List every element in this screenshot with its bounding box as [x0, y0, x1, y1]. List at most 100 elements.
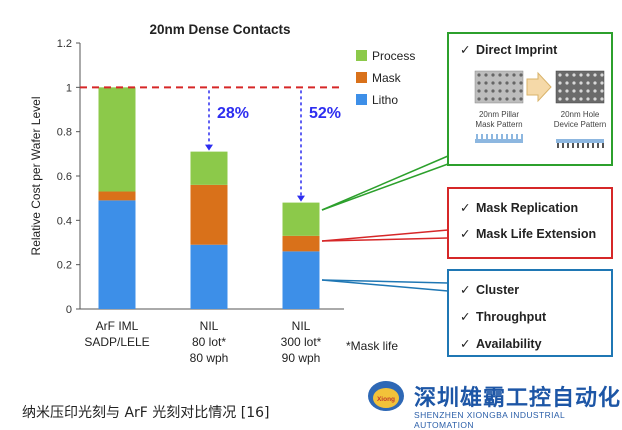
x-tick-label: 80 wph: [190, 351, 229, 365]
pillar-dot: [512, 89, 516, 93]
callout-item: Direct Imprint: [476, 43, 558, 57]
brand-logo: Xiong: [368, 381, 404, 411]
pillar-dot: [477, 89, 481, 93]
callout-box-2: [447, 269, 613, 357]
pillar-dot: [477, 97, 481, 101]
pattern-caption: 20nm Pillar: [479, 110, 519, 119]
pillar-dot: [477, 81, 481, 85]
pattern-caption: 20nm Hole: [561, 110, 600, 119]
pillar-dot: [512, 81, 516, 85]
callout-leader: [321, 279, 449, 292]
x-tick-label: NIL: [292, 319, 311, 333]
bar-process-1: [190, 151, 228, 185]
pattern-caption: Device Pattern: [554, 120, 606, 129]
y-tick-label: 0.4: [57, 215, 72, 227]
callout-leader: [321, 229, 449, 242]
x-tick-label: NIL: [200, 319, 219, 333]
hole-dot: [593, 97, 597, 101]
mask-strip: [475, 139, 523, 143]
figure-caption: 纳米压印光刻与 ArF 光刻对比情况 [16]: [22, 405, 270, 421]
plot-area: Relative Cost per Wafer Level 0 0.2 0.4 0.6 0…: [29, 38, 415, 365]
hole-dot: [593, 89, 597, 93]
hole-dot: [558, 73, 562, 77]
hole-dot: [558, 81, 562, 85]
mask-strip-tooth: [496, 134, 498, 139]
pillar-dot: [505, 81, 509, 85]
check-mark-icon: ✓: [460, 227, 470, 241]
callout-item: Throughput: [476, 310, 547, 324]
mask-strip-tooth: [521, 134, 523, 139]
y-tick-label: 0.8: [57, 127, 72, 139]
hole-dot: [572, 89, 576, 93]
x-tick-label: SADP/LELE: [84, 335, 149, 349]
pillar-dot: [498, 73, 502, 77]
pillar-dot: [519, 89, 523, 93]
reduction-arrow-head: [297, 195, 305, 202]
pillar-dot: [519, 97, 523, 101]
reduction-arrow-head: [205, 144, 213, 151]
reduction-label: 28%: [217, 105, 249, 122]
hole-dot: [593, 73, 597, 77]
check-mark-icon: ✓: [460, 337, 470, 351]
brand-name-en: SHENZHEN XIONGBA INDUSTRIAL AUTOMATION: [414, 410, 565, 430]
hole-dot: [572, 81, 576, 85]
callout-leader: [321, 279, 449, 284]
hole-dot: [558, 97, 562, 101]
x-tick-label: 300 lot*: [281, 335, 322, 349]
pillar-dot: [484, 97, 488, 101]
pillar-dot: [498, 81, 502, 85]
device-strip-tooth: [592, 143, 594, 148]
reduction-label: 52%: [309, 105, 341, 122]
bar-litho-1: [190, 244, 228, 309]
legend-swatch-mask: [356, 72, 367, 83]
device-strip-tooth: [577, 143, 579, 148]
check-mark-icon: ✓: [460, 310, 470, 324]
hole-dot: [600, 97, 604, 101]
pattern-caption: Mask Pattern: [475, 120, 522, 129]
device-strip-tooth: [597, 143, 599, 148]
bar-litho-2: [282, 251, 320, 309]
mask-strip-tooth: [486, 134, 488, 139]
brand-name-cn: 深圳雄霸工控自动化: [414, 386, 622, 411]
hole-dot: [579, 81, 583, 85]
hole-pattern-image: [555, 70, 605, 104]
callout-box-1: [447, 187, 613, 259]
pillar-dot: [512, 73, 516, 77]
y-tick-label: 0.6: [57, 171, 72, 183]
y-tick-label: 0: [66, 304, 72, 316]
chart-title: 20nm Dense Contacts: [149, 22, 290, 37]
hole-dot: [565, 89, 569, 93]
hole-dot: [586, 89, 590, 93]
brand-logo-text: Xiong: [377, 396, 395, 403]
pillar-dot: [484, 81, 488, 85]
pillar-dot: [519, 81, 523, 85]
bar-process-2: [282, 202, 320, 236]
y-tick-label: 0.2: [57, 260, 72, 272]
legend-label-litho: Litho: [372, 93, 398, 107]
device-strip-tooth: [562, 143, 564, 148]
pillar-dot: [505, 97, 509, 101]
pillar-dot: [512, 97, 516, 101]
bar-mask-2: [282, 235, 320, 252]
x-tick-label: ArF IML: [96, 319, 139, 333]
hole-dot: [572, 97, 576, 101]
hole-dot: [600, 81, 604, 85]
device-strip-tooth: [602, 143, 604, 148]
pillar-dot: [477, 73, 481, 77]
mask-strip-tooth: [476, 134, 478, 139]
y-tick-label: 1: [66, 82, 72, 94]
legend-label-process: Process: [372, 49, 415, 63]
pillar-dot: [505, 73, 509, 77]
pillar-dot: [491, 81, 495, 85]
callout-leader: [321, 163, 449, 211]
bar-mask-1: [190, 184, 228, 245]
y-axis-label: Relative Cost per Wafer Level: [29, 97, 43, 256]
hole-dot: [586, 97, 590, 101]
mask-strip-tooth: [491, 134, 493, 139]
footnote: *Mask life: [346, 339, 398, 353]
hole-dot: [579, 97, 583, 101]
hole-dot: [565, 81, 569, 85]
check-mark-icon: ✓: [460, 43, 470, 57]
